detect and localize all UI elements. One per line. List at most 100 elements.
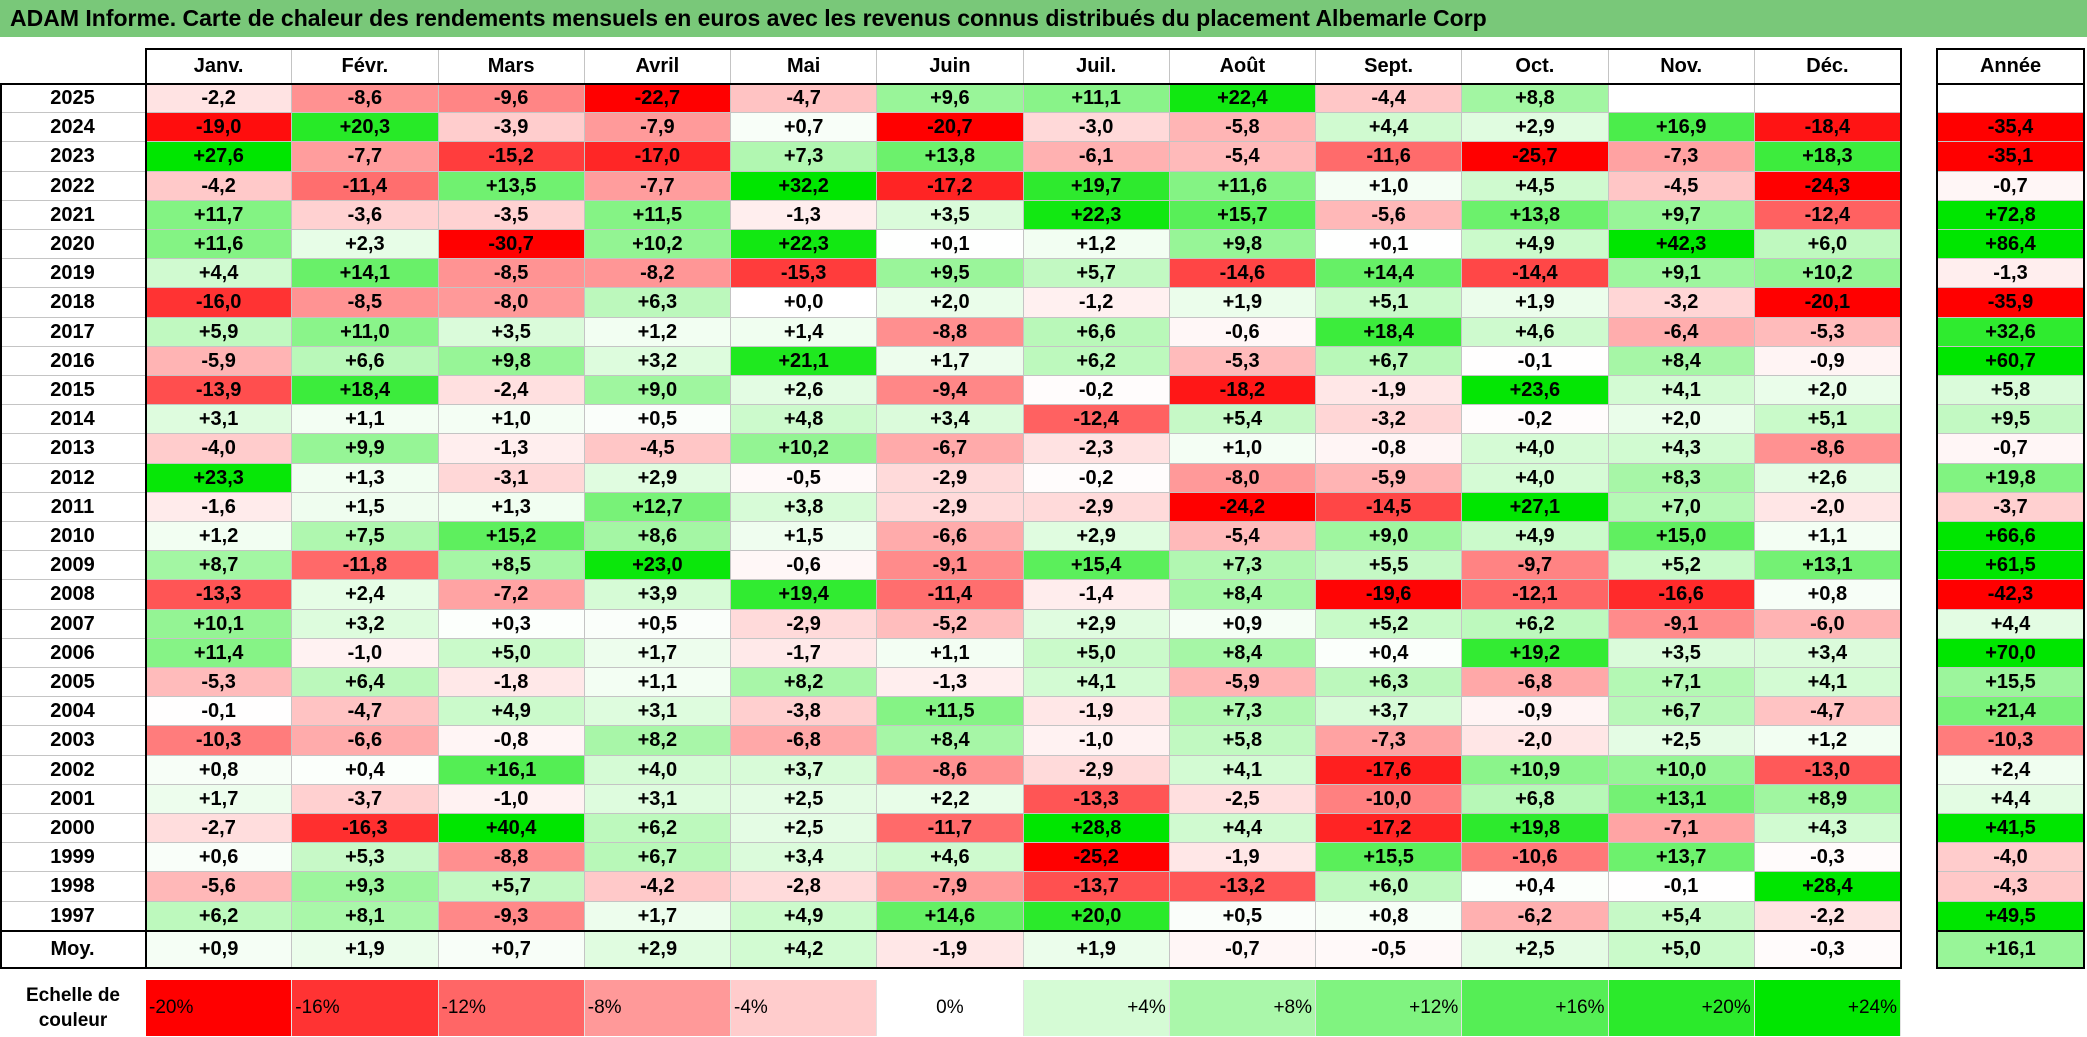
heatmap-cell: +9,8 (1169, 230, 1316, 260)
heatmap-cell: +9,5 (877, 259, 1024, 289)
heatmap-cell: -8,2 (584, 259, 731, 289)
year-label: 2024 (0, 113, 146, 143)
heatmap-cell: +1,2 (1023, 230, 1170, 260)
annual-total-cell (1936, 84, 2085, 114)
heatmap-cell: +7,5 (292, 522, 439, 552)
heatmap-cell: -5,8 (1169, 113, 1316, 143)
year-label: 2020 (0, 230, 146, 260)
annual-header: Année (1936, 49, 2085, 84)
color-scale-label: Echelle de couleur (26, 985, 120, 1031)
heatmap-cell: -15,2 (438, 142, 585, 172)
heatmap-cell: +2,4 (292, 580, 439, 610)
annual-total-cell: +4,4 (1936, 784, 2085, 814)
average-cell: +0,9 (146, 930, 293, 968)
month-header: Déc. (1754, 49, 1901, 84)
heatmap-cell: +4,6 (877, 843, 1024, 873)
heatmap-cell: +2,9 (1023, 522, 1170, 552)
heatmap-cell: -7,9 (584, 113, 731, 143)
heatmap-cell: -5,2 (877, 609, 1024, 639)
heatmap-cell: +19,7 (1023, 171, 1170, 201)
heatmap-cell: +7,3 (1169, 551, 1316, 581)
heatmap-cell: -0,2 (1462, 405, 1609, 435)
heatmap-cell: +3,7 (1316, 697, 1463, 727)
heatmap-cell: -5,9 (1316, 463, 1463, 493)
heatmap-cell: -5,4 (1169, 522, 1316, 552)
annual-total-cell: -0,7 (1936, 171, 2085, 201)
heatmap-cell: +6,6 (1023, 317, 1170, 347)
heatmap-cell: +9,0 (584, 376, 731, 406)
heatmap-cell: -1,3 (731, 200, 878, 230)
heatmap-cell: +5,1 (1316, 288, 1463, 318)
year-label: 1997 (0, 901, 146, 931)
month-header: Oct. (1462, 49, 1609, 84)
month-header: Janv. (146, 49, 293, 84)
heatmap-cell: -22,7 (584, 84, 731, 114)
color-scale-step: +12% (1316, 980, 1463, 1036)
heatmap-cell: +16,1 (438, 755, 585, 785)
heatmap-cell: -6,2 (1462, 901, 1609, 931)
heatmap-cell: -3,2 (1316, 405, 1463, 435)
heatmap-cell: -11,6 (1316, 142, 1463, 172)
heatmap-cell: -20,1 (1754, 288, 1901, 318)
heatmap-cell: +2,0 (1754, 376, 1901, 406)
heatmap-cell: +27,1 (1462, 492, 1609, 522)
heatmap-cell: +15,7 (1169, 200, 1316, 230)
heatmap-cell: +18,3 (1754, 142, 1901, 172)
heatmap-cell: +0,0 (731, 288, 878, 318)
heatmap-cell: +3,1 (146, 405, 293, 435)
annual-total-cell: -3,7 (1936, 492, 2085, 522)
heatmap-cell: +16,9 (1608, 113, 1755, 143)
average-cell: -0,5 (1316, 930, 1463, 968)
heatmap-cell: -9,1 (1608, 609, 1755, 639)
annual-total-cell: +70,0 (1936, 638, 2085, 668)
heatmap-cell: +6,6 (292, 346, 439, 376)
heatmap-cell: -13,2 (1169, 872, 1316, 902)
heatmap-cell: +4,0 (1462, 463, 1609, 493)
heatmap-cell: -5,4 (1169, 142, 1316, 172)
year-label: 2016 (0, 346, 146, 376)
heatmap-cell: -19,6 (1316, 580, 1463, 610)
year-label: 2014 (0, 405, 146, 435)
heatmap-cell: +18,4 (1316, 317, 1463, 347)
heatmap-cell: +10,9 (1462, 755, 1609, 785)
heatmap-cell: +6,3 (584, 288, 731, 318)
year-label: 1998 (0, 872, 146, 902)
heatmap-cell: -12,4 (1023, 405, 1170, 435)
heatmap-cell: +6,7 (1316, 346, 1463, 376)
heatmap-cell: +4,0 (1462, 434, 1609, 464)
heatmap-cell: -5,9 (146, 346, 293, 376)
heatmap-cell: +0,1 (1316, 230, 1463, 260)
heatmap-cell: -1,0 (1023, 726, 1170, 756)
color-scale-step: +24% (1754, 980, 1901, 1036)
heatmap-cell: +2,5 (1608, 726, 1755, 756)
heatmap-cell: +8,3 (1608, 463, 1755, 493)
heatmap-cell: +4,3 (1754, 814, 1901, 844)
heatmap-cell: +19,2 (1462, 638, 1609, 668)
heatmap-cell: +0,3 (438, 609, 585, 639)
heatmap-cell: -25,7 (1462, 142, 1609, 172)
heatmap-cell: +5,0 (1023, 638, 1170, 668)
heatmap-cell: +3,5 (877, 200, 1024, 230)
heatmap-cell: +15,4 (1023, 551, 1170, 581)
heatmap-cell: +1,0 (1169, 434, 1316, 464)
heatmap-cell: +20,0 (1023, 901, 1170, 931)
heatmap-cell: +4,9 (1462, 522, 1609, 552)
average-cell: -0,7 (1169, 930, 1316, 968)
heatmap-cell: -4,2 (584, 872, 731, 902)
heatmap-cell: -2,5 (1169, 784, 1316, 814)
heatmap-cell: +15,2 (438, 522, 585, 552)
year-label: 2003 (0, 726, 146, 756)
heatmap-cell: +18,4 (292, 376, 439, 406)
heatmap-cell: +5,7 (1023, 259, 1170, 289)
annual-total-cell: -35,9 (1936, 288, 2085, 318)
heatmap-cell: -2,8 (731, 872, 878, 902)
heatmap-cell: +10,2 (731, 434, 878, 464)
heatmap-cell: +5,3 (292, 843, 439, 873)
heatmap-cell: +0,4 (1462, 872, 1609, 902)
heatmap-cell: +0,5 (584, 609, 731, 639)
heatmap-cell (1754, 84, 1901, 114)
heatmap-cell: +7,1 (1608, 668, 1755, 698)
heatmap-cell: -16,0 (146, 288, 293, 318)
heatmap-cell: +10,2 (1754, 259, 1901, 289)
heatmap-cell: +2,6 (1754, 463, 1901, 493)
